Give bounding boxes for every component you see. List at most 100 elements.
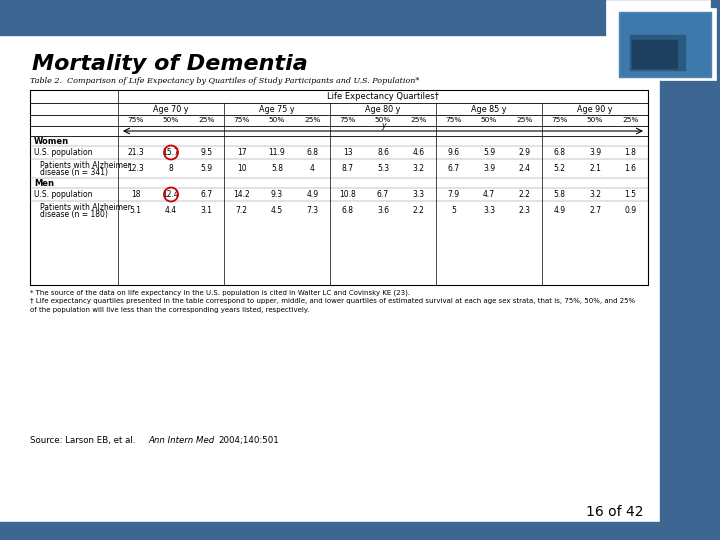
Text: 1.5: 1.5 [624, 190, 636, 199]
Text: 6.8: 6.8 [554, 148, 566, 157]
Bar [0, 0, 720, 35]
Text: 2.2: 2.2 [413, 206, 424, 215]
Text: 3.2: 3.2 [413, 164, 424, 173]
Text: 5.9: 5.9 [200, 164, 212, 173]
Text: 3.9: 3.9 [589, 148, 601, 157]
Text: Mortality of Dementia: Mortality of Dementia [32, 54, 307, 74]
Bar [0, 522, 720, 540]
Text: 6.8: 6.8 [306, 148, 318, 157]
Text: Age 85 y: Age 85 y [472, 105, 507, 113]
Bar [621, 14, 709, 75]
Text: 5.8: 5.8 [554, 190, 566, 199]
Text: * The source of the data on life expectancy in the U.S. population is cited in W: * The source of the data on life expecta… [30, 289, 410, 295]
Text: 21.3: 21.3 [127, 148, 144, 157]
Text: Table 2.  Comparison of Life Expectancy by Quartiles of Study Participants and U: Table 2. Comparison of Life Expectancy b… [30, 77, 419, 85]
Text: 13: 13 [343, 148, 353, 157]
Text: 3.1: 3.1 [200, 206, 212, 215]
Text: 6.8: 6.8 [342, 206, 354, 215]
Text: 75%: 75% [127, 118, 144, 124]
Text: 2.3: 2.3 [518, 206, 531, 215]
Text: 4.6: 4.6 [413, 148, 424, 157]
Text: 5.8: 5.8 [271, 164, 283, 173]
Text: 25%: 25% [622, 118, 639, 124]
Text: 75%: 75% [552, 118, 568, 124]
Bar [632, 40, 677, 68]
Text: Age 75 y: Age 75 y [259, 105, 294, 113]
Text: 4.4: 4.4 [165, 206, 177, 215]
Text: 17: 17 [237, 148, 246, 157]
Text: 50%: 50% [481, 118, 498, 124]
Bar [612, 8, 716, 80]
Text: 6.7: 6.7 [200, 190, 212, 199]
Text: 10.8: 10.8 [339, 190, 356, 199]
Text: 15.7: 15.7 [163, 148, 179, 157]
Text: Source: Larson EB, et al.: Source: Larson EB, et al. [30, 436, 138, 445]
Text: 9.6: 9.6 [448, 148, 460, 157]
Text: 9.5: 9.5 [200, 148, 212, 157]
Text: Women: Women [34, 137, 69, 145]
Text: 50%: 50% [375, 118, 391, 124]
Text: 5.3: 5.3 [377, 164, 389, 173]
Text: 3.6: 3.6 [377, 206, 389, 215]
Text: 75%: 75% [446, 118, 462, 124]
Text: 2.2: 2.2 [518, 190, 530, 199]
Text: 3.3: 3.3 [413, 190, 424, 199]
Text: 6.7: 6.7 [448, 164, 460, 173]
Text: 3.3: 3.3 [483, 206, 495, 215]
Text: 2004;140:501: 2004;140:501 [218, 436, 279, 445]
Text: 4.9: 4.9 [554, 206, 566, 215]
Text: 25%: 25% [516, 118, 533, 124]
Bar [619, 12, 711, 77]
Text: 9.3: 9.3 [271, 190, 283, 199]
Text: 14.2: 14.2 [233, 190, 250, 199]
Text: 7.3: 7.3 [306, 206, 318, 215]
Text: 18: 18 [131, 190, 140, 199]
Text: 16 of 42: 16 of 42 [585, 505, 643, 519]
Text: 11.9: 11.9 [269, 148, 285, 157]
Text: 4.5: 4.5 [271, 206, 283, 215]
Text: Age 90 y: Age 90 y [577, 105, 613, 113]
Text: 75%: 75% [233, 118, 250, 124]
Text: 2.1: 2.1 [589, 164, 601, 173]
Text: Ann Intern Med: Ann Intern Med [148, 436, 215, 445]
Text: 25%: 25% [410, 118, 426, 124]
Text: 75%: 75% [339, 118, 356, 124]
Text: disease (n = 341): disease (n = 341) [40, 167, 108, 177]
Text: 3.2: 3.2 [589, 190, 601, 199]
Text: 2.4: 2.4 [518, 164, 531, 173]
Text: 7.2: 7.2 [235, 206, 248, 215]
Text: 12.4: 12.4 [163, 190, 179, 199]
Text: Men: Men [34, 179, 54, 187]
Text: 5.9: 5.9 [483, 148, 495, 157]
Text: 8.7: 8.7 [342, 164, 354, 173]
Text: Patients with Alzheimer: Patients with Alzheimer [40, 202, 131, 212]
Text: U.S. population: U.S. population [34, 190, 92, 199]
Text: y: y [381, 120, 385, 130]
Text: 50%: 50% [587, 118, 603, 124]
Text: Age 80 y: Age 80 y [365, 105, 401, 113]
Text: U.S. population: U.S. population [34, 148, 92, 157]
Text: 25%: 25% [304, 118, 320, 124]
Text: 8: 8 [168, 164, 174, 173]
Text: 3.9: 3.9 [483, 164, 495, 173]
Text: Life Expectancy Quartiles†: Life Expectancy Quartiles† [327, 92, 439, 101]
Text: 5.2: 5.2 [554, 164, 566, 173]
Text: 25%: 25% [198, 118, 215, 124]
Text: 1.6: 1.6 [624, 164, 636, 173]
Text: 12.3: 12.3 [127, 164, 144, 173]
Text: 4.9: 4.9 [306, 190, 318, 199]
Text: 7.9: 7.9 [448, 190, 460, 199]
Text: 2.7: 2.7 [589, 206, 601, 215]
Text: Patients with Alzheimer: Patients with Alzheimer [40, 160, 131, 170]
Text: 4: 4 [310, 164, 315, 173]
Text: 10: 10 [237, 164, 246, 173]
Text: 6.7: 6.7 [377, 190, 389, 199]
Text: 50%: 50% [163, 118, 179, 124]
Bar [606, 0, 710, 72]
Text: 5: 5 [451, 206, 456, 215]
Bar [30, 90, 648, 285]
Text: 8.6: 8.6 [377, 148, 389, 157]
Text: Age 70 y: Age 70 y [153, 105, 189, 113]
Text: 50%: 50% [269, 118, 285, 124]
Text: 1.8: 1.8 [624, 148, 636, 157]
